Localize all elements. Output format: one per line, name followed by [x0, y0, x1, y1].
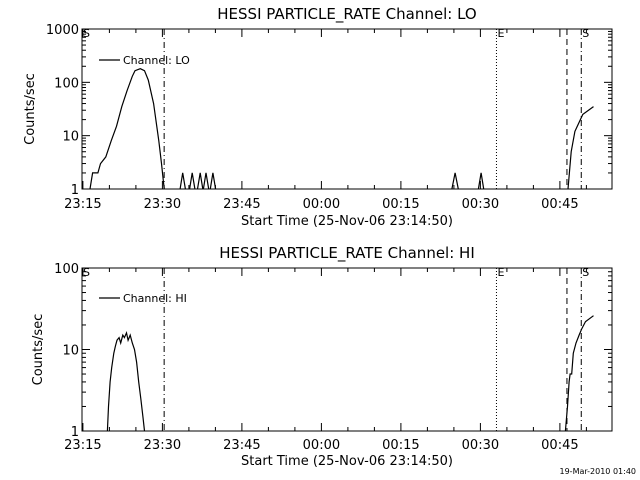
series-line-segment — [209, 172, 217, 190]
series-line-segment — [202, 172, 210, 190]
x-tick-label: 00:45 — [541, 197, 578, 212]
x-tick-label: 23:30 — [144, 438, 181, 453]
series-line-segment — [189, 172, 196, 190]
x-tick-label: 00:45 — [541, 438, 578, 453]
x-tick-label: 00:30 — [462, 438, 499, 453]
x-tick-label: 23:15 — [64, 197, 101, 212]
x-tick-label: 23:45 — [223, 438, 260, 453]
y-axis-label: Counts/sec — [23, 73, 38, 145]
y-tick-label: 100 — [54, 76, 79, 91]
y-tick-label: 10 — [62, 130, 79, 145]
chart-panel-1: HESSI PARTICLE_RATE Channel: HI 23:15 23:3… — [31, 244, 613, 469]
legend-label: Channel: LO — [123, 54, 190, 67]
legend-label: Channel: HI — [123, 292, 187, 305]
series-line-segment — [564, 315, 594, 432]
y-tick-label: 100 — [54, 262, 79, 277]
series-line-segment — [567, 106, 594, 190]
series-line-segment — [196, 172, 204, 190]
series-line-segment — [451, 172, 459, 190]
chart-panel-0: HESSI PARTICLE_RATE Channel: LO 23:15 23:3… — [23, 5, 613, 229]
x-tick-label: 00:15 — [382, 197, 419, 212]
series-line-segment — [106, 330, 146, 432]
x-tick-label: 00:00 — [303, 438, 340, 453]
marker-label: S — [582, 266, 589, 279]
marker-label: S — [83, 27, 90, 40]
chart-title: HESSI PARTICLE_RATE Channel: LO — [217, 5, 476, 24]
y-tick-label: 1 — [71, 183, 79, 198]
series-line-segment — [179, 172, 186, 190]
y-tick-label: 10 — [62, 344, 79, 359]
x-axis-label: Start Time (25-Nov-06 23:14:50) — [241, 454, 453, 469]
y-tick-label: 1 — [71, 425, 79, 440]
x-tick-label: 00:30 — [462, 197, 499, 212]
series-line-segment — [89, 68, 165, 190]
timestamp: 19-Mar-2010 01:40 — [560, 467, 637, 476]
y-axis-label: Counts/sec — [31, 314, 46, 386]
x-tick-label: 23:30 — [144, 197, 181, 212]
y-tick-label: 1000 — [46, 23, 79, 38]
marker-label: S — [83, 266, 90, 279]
series-line-segment — [477, 172, 485, 190]
marker-label: E — [497, 266, 504, 279]
x-tick-label: 00:15 — [382, 438, 419, 453]
marker-label: S — [582, 27, 589, 40]
marker-label: E — [497, 27, 504, 40]
x-tick-label: 23:45 — [223, 197, 260, 212]
x-tick-label: 00:00 — [303, 197, 340, 212]
x-axis-label: Start Time (25-Nov-06 23:14:50) — [241, 214, 453, 229]
x-tick-label: 23:15 — [64, 438, 101, 453]
chart-title: HESSI PARTICLE_RATE Channel: HI — [219, 244, 475, 263]
